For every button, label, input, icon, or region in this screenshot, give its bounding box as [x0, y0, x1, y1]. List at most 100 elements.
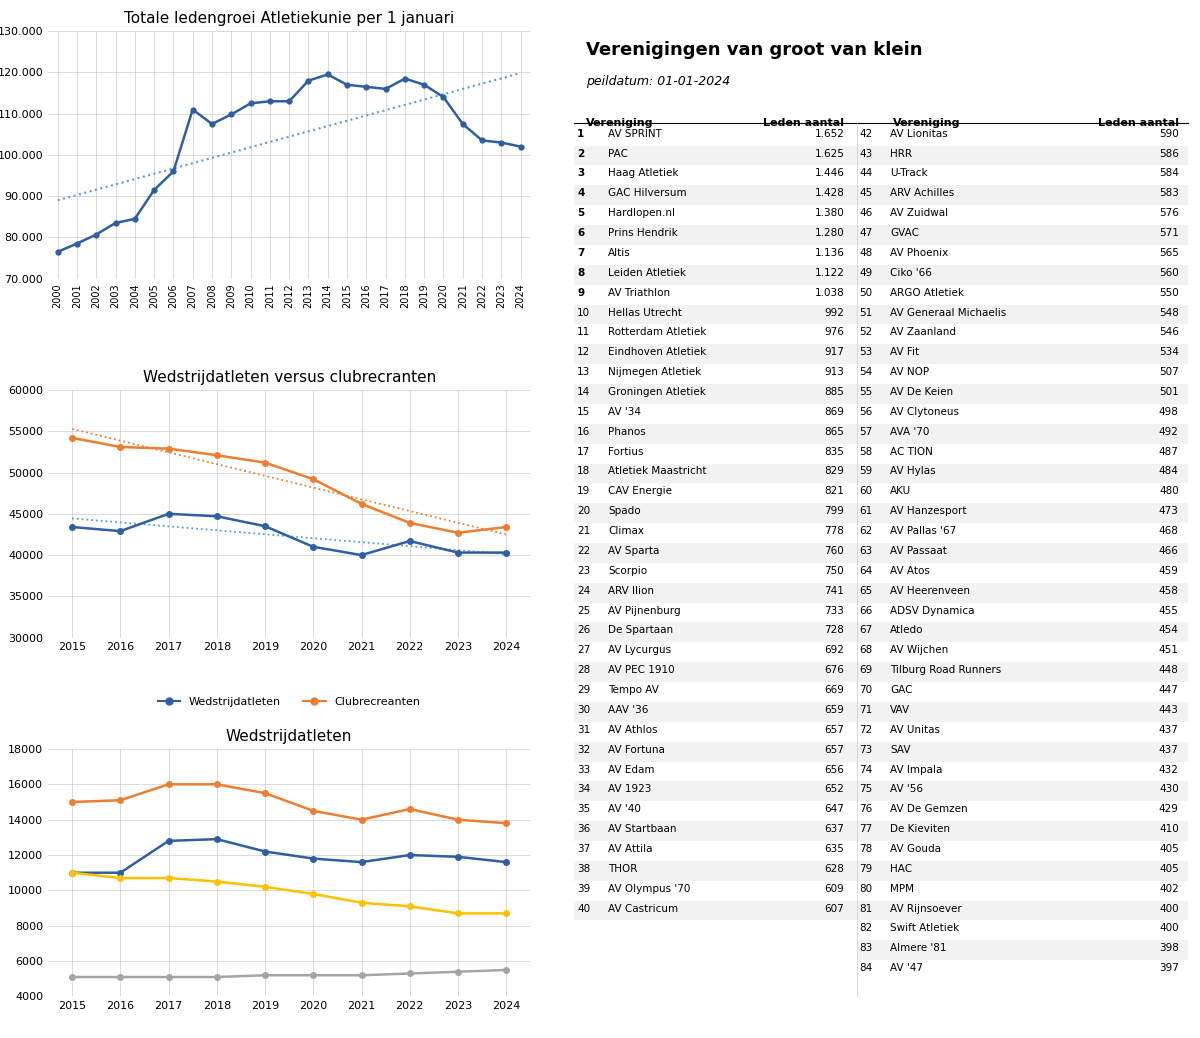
Text: 865: 865: [824, 427, 845, 437]
Text: 34: 34: [577, 785, 590, 794]
Text: 458: 458: [1159, 585, 1178, 596]
Text: 609: 609: [824, 883, 845, 894]
Text: 24: 24: [577, 585, 590, 596]
Text: 47: 47: [859, 228, 872, 238]
Text: 68: 68: [859, 646, 872, 655]
Text: 628: 628: [824, 864, 845, 874]
Text: AV Unitas: AV Unitas: [890, 725, 941, 735]
Text: 397: 397: [1159, 963, 1178, 974]
Bar: [574, 582, 857, 603]
Text: AV Heerenveen: AV Heerenveen: [890, 585, 971, 596]
Text: 3: 3: [577, 168, 584, 179]
Text: 492: 492: [1159, 427, 1178, 437]
Text: 507: 507: [1159, 367, 1178, 377]
Text: 15: 15: [577, 407, 590, 417]
Text: 1.446: 1.446: [815, 168, 845, 179]
Text: AV Fortuna: AV Fortuna: [608, 744, 665, 755]
Text: 25: 25: [577, 605, 590, 616]
Text: 480: 480: [1159, 487, 1178, 496]
Bar: [574, 662, 857, 682]
Bar: [574, 702, 857, 721]
Text: AV Athlos: AV Athlos: [608, 725, 658, 735]
Text: 534: 534: [1159, 348, 1178, 357]
Text: De Spartaan: De Spartaan: [608, 626, 673, 635]
Bar: [574, 304, 857, 325]
Text: THOR: THOR: [608, 864, 637, 874]
Text: Atledo: Atledo: [890, 626, 924, 635]
Text: Ciko '66: Ciko '66: [890, 268, 932, 278]
Text: 400: 400: [1159, 924, 1178, 933]
Text: 51: 51: [859, 307, 872, 318]
Text: 548: 548: [1159, 307, 1178, 318]
Text: 66: 66: [859, 605, 872, 616]
Text: 10: 10: [577, 307, 590, 318]
Text: 1.652: 1.652: [815, 129, 845, 139]
Text: Eindhoven Atletiek: Eindhoven Atletiek: [608, 348, 706, 357]
Text: 1.122: 1.122: [815, 268, 845, 278]
Text: 64: 64: [859, 566, 872, 576]
Text: 37: 37: [577, 844, 590, 854]
Text: AV SPRINT: AV SPRINT: [608, 129, 661, 139]
Text: 635: 635: [824, 844, 845, 854]
Text: 58: 58: [859, 446, 872, 457]
Text: 637: 637: [824, 824, 845, 835]
Text: CAV Energie: CAV Energie: [608, 487, 672, 496]
Text: 7: 7: [577, 248, 584, 257]
Text: 54: 54: [859, 367, 872, 377]
Text: AV Hanzesport: AV Hanzesport: [890, 507, 967, 516]
Text: 31: 31: [577, 725, 590, 735]
Text: 20: 20: [577, 507, 590, 516]
Text: 821: 821: [824, 487, 845, 496]
Title: Totale ledengroei Atletiekunie per 1 januari: Totale ledengroei Atletiekunie per 1 jan…: [124, 10, 455, 26]
Text: 71: 71: [859, 705, 872, 715]
Text: AV Gouda: AV Gouda: [890, 844, 941, 854]
Text: 584: 584: [1159, 168, 1178, 179]
Text: 28: 28: [577, 665, 590, 675]
Text: 43: 43: [859, 148, 872, 159]
Text: 48: 48: [859, 248, 872, 257]
Text: 60: 60: [859, 487, 872, 496]
Legend: Wedstrijdatleten, Clubrecreanten: Wedstrijdatleten, Clubrecreanten: [154, 692, 425, 711]
Text: 27: 27: [577, 646, 590, 655]
Text: HRR: HRR: [890, 148, 912, 159]
Text: Hardlopen.nl: Hardlopen.nl: [608, 209, 674, 218]
Text: 14: 14: [577, 387, 590, 397]
Text: 590: 590: [1159, 129, 1178, 139]
Bar: [574, 186, 857, 206]
Bar: [857, 424, 1188, 443]
Text: AV Triathlon: AV Triathlon: [608, 288, 670, 298]
Text: 583: 583: [1159, 188, 1178, 198]
Text: AVA '70: AVA '70: [890, 427, 930, 437]
Text: 692: 692: [824, 646, 845, 655]
Text: 8: 8: [577, 268, 584, 278]
Text: Climax: Climax: [608, 526, 644, 536]
Text: 82: 82: [859, 924, 872, 933]
Text: Groningen Atletiek: Groningen Atletiek: [608, 387, 706, 397]
Text: 19: 19: [577, 487, 590, 496]
Text: 78: 78: [859, 844, 872, 854]
Text: 77: 77: [859, 824, 872, 835]
Text: 647: 647: [824, 804, 845, 814]
Text: 571: 571: [1159, 228, 1178, 238]
Text: Prins Hendrik: Prins Hendrik: [608, 228, 678, 238]
Text: 398: 398: [1159, 944, 1178, 953]
Text: AV Clytoneus: AV Clytoneus: [890, 407, 959, 417]
Text: 2: 2: [577, 148, 584, 159]
Text: 80: 80: [859, 883, 872, 894]
Text: 44: 44: [859, 168, 872, 179]
Text: peildatum: 01-01-2024: peildatum: 01-01-2024: [587, 75, 731, 87]
Bar: [574, 782, 857, 801]
Text: AV Impala: AV Impala: [890, 765, 943, 774]
Bar: [857, 662, 1188, 682]
Text: Swift Atletiek: Swift Atletiek: [890, 924, 960, 933]
Bar: [574, 145, 857, 165]
Text: 9: 9: [577, 288, 584, 298]
Text: De Kieviten: De Kieviten: [890, 824, 950, 835]
Bar: [574, 623, 857, 643]
Text: AV '47: AV '47: [890, 963, 923, 974]
Text: 778: 778: [824, 526, 845, 536]
Text: 869: 869: [824, 407, 845, 417]
Bar: [857, 582, 1188, 603]
Bar: [857, 145, 1188, 165]
Bar: [857, 901, 1188, 921]
